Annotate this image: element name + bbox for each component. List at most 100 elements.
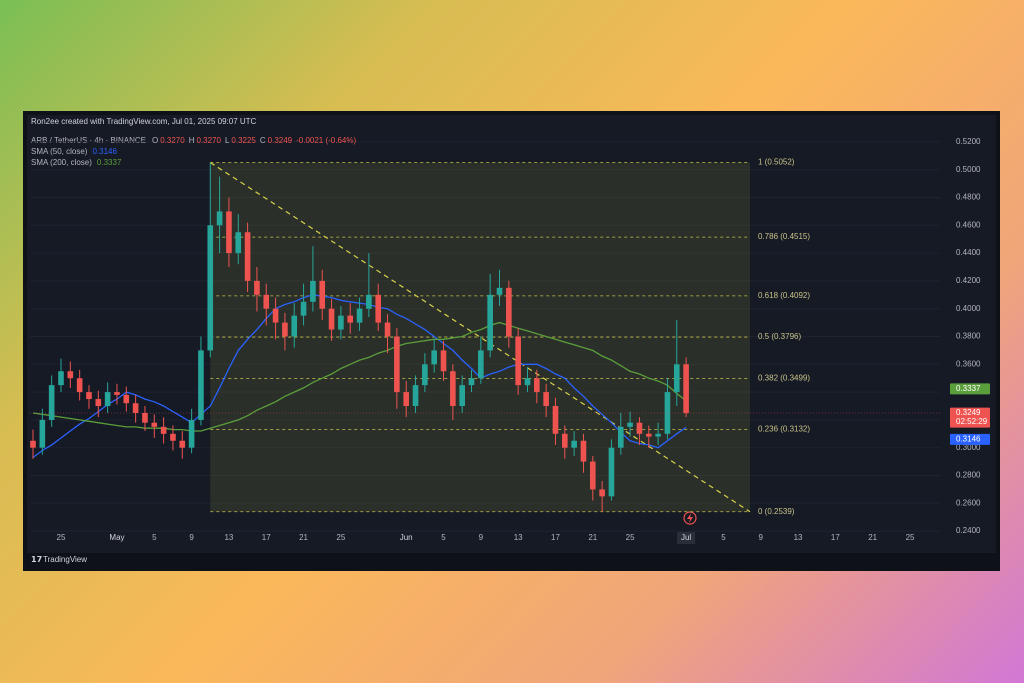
fib-label: 0.5 (0.3796): [758, 332, 801, 341]
candle-body: [617, 426, 624, 448]
candle-body: [655, 433, 661, 437]
candle-body: [599, 489, 605, 497]
x-tick-label: 5: [721, 533, 726, 542]
y-tick-label: 0.2400: [956, 526, 981, 535]
candle-body: [319, 280, 326, 309]
candle-body: [394, 336, 400, 393]
candle-body: [67, 371, 74, 379]
candle-body: [207, 225, 214, 351]
price-tag-label: 0.3146: [956, 435, 981, 444]
candle-body: [552, 406, 559, 434]
candle-body: [496, 287, 503, 295]
candle-body: [216, 211, 223, 226]
candle-body: [30, 440, 36, 448]
x-tick-label: 13: [224, 533, 233, 542]
ohlc-key: O: [152, 136, 158, 145]
candle-body: [272, 308, 279, 323]
y-tick-label: 0.5000: [956, 165, 981, 174]
x-tick-label: 13: [794, 533, 803, 542]
candle-body: [440, 350, 447, 372]
candle-body: [263, 294, 270, 309]
candle-body: [534, 378, 540, 393]
candle-body: [170, 433, 176, 441]
candle-body: [160, 426, 167, 434]
candle-body: [375, 294, 382, 323]
candle-body: [412, 385, 419, 406]
price-tag-label: 0.3249: [956, 408, 981, 417]
y-tick-label: 0.3600: [956, 359, 981, 368]
legend-name: SMA (200, close): [31, 158, 92, 167]
x-tick-label: 13: [514, 533, 523, 542]
candle-body: [608, 447, 615, 497]
candle-body: [142, 412, 148, 423]
candle-body: [123, 394, 130, 404]
candle-body: [673, 364, 680, 393]
x-tick-label: 25: [336, 533, 345, 542]
candle-body: [104, 392, 111, 406]
x-tick-label: 9: [479, 533, 484, 542]
lightning-icon: [683, 511, 697, 525]
logo-mark: 𝟭𝟳: [31, 555, 42, 564]
candle-body: [188, 419, 195, 448]
trend-line: [209, 161, 751, 513]
candle-body: [347, 315, 354, 323]
candle-body: [450, 371, 456, 406]
change: -0.0021 (-0.64%): [296, 136, 356, 145]
candle-body: [300, 301, 307, 316]
candle-body: [282, 322, 288, 337]
candle-body: [76, 378, 83, 393]
fib-label: 0.618 (0.4092): [758, 291, 810, 300]
x-tick-label: Jun: [400, 533, 413, 542]
ohlc-key: C: [260, 136, 266, 145]
y-tick-label: 0.3800: [956, 332, 981, 341]
y-tick-label: 0.4400: [956, 248, 981, 257]
footer-bar: [27, 553, 996, 571]
candle-body: [48, 385, 55, 420]
candle-body: [590, 461, 596, 490]
candle-body: [459, 385, 465, 406]
y-tick-label: 0.4200: [956, 276, 981, 285]
candle-body: [422, 364, 428, 386]
candle-body: [403, 392, 409, 406]
legend-name: SMA (50, close): [31, 147, 88, 156]
countdown: 02:52:29: [956, 417, 988, 426]
candle-body: [58, 371, 64, 386]
ohlc-value: 0.3270: [196, 136, 221, 145]
candle-body: [683, 364, 689, 414]
candle-body: [478, 350, 484, 379]
ohlc-value: 0.3249: [268, 136, 293, 145]
x-tick-label: 5: [152, 533, 157, 542]
x-tick-label: 21: [588, 533, 597, 542]
chart-title: ARB / TetherUS · 4h · BINANCE: [31, 136, 146, 145]
brand: TradingView: [43, 555, 87, 564]
candle-body: [571, 440, 577, 448]
candle-body: [636, 422, 643, 434]
ohlc-value: 0.3225: [231, 136, 256, 145]
fib-label: 1 (0.5052): [758, 158, 795, 167]
candle-body: [244, 232, 251, 281]
x-tick-label: 9: [759, 533, 764, 542]
y-tick-label: 0.5200: [956, 137, 981, 146]
x-tick-label: 21: [299, 533, 308, 542]
candle-body: [235, 232, 242, 254]
candle-body: [179, 440, 186, 448]
plot: 0.24000.26000.28000.30000.32000.34000.36…: [30, 136, 990, 544]
sma-line: [32, 321, 687, 432]
credit: Ron2ee created with TradingView.com, Jul…: [31, 117, 257, 126]
y-tick-label: 0.2800: [956, 471, 981, 480]
candle-body: [562, 433, 568, 448]
x-tick-label: May: [109, 533, 124, 542]
ohlc-value: 0.3270: [160, 136, 185, 145]
x-tick-label: 5: [441, 533, 446, 542]
candle-body: [226, 211, 232, 254]
x-tick-label: 9: [189, 533, 194, 542]
candle-body: [86, 392, 92, 400]
y-tick-label: 0.3000: [956, 443, 981, 452]
x-label-highlight: [677, 532, 696, 544]
ohlc-key: L: [225, 136, 230, 145]
candle-body: [524, 378, 531, 386]
legend-value: 0.3146: [92, 147, 117, 156]
price-tag: [950, 383, 990, 395]
